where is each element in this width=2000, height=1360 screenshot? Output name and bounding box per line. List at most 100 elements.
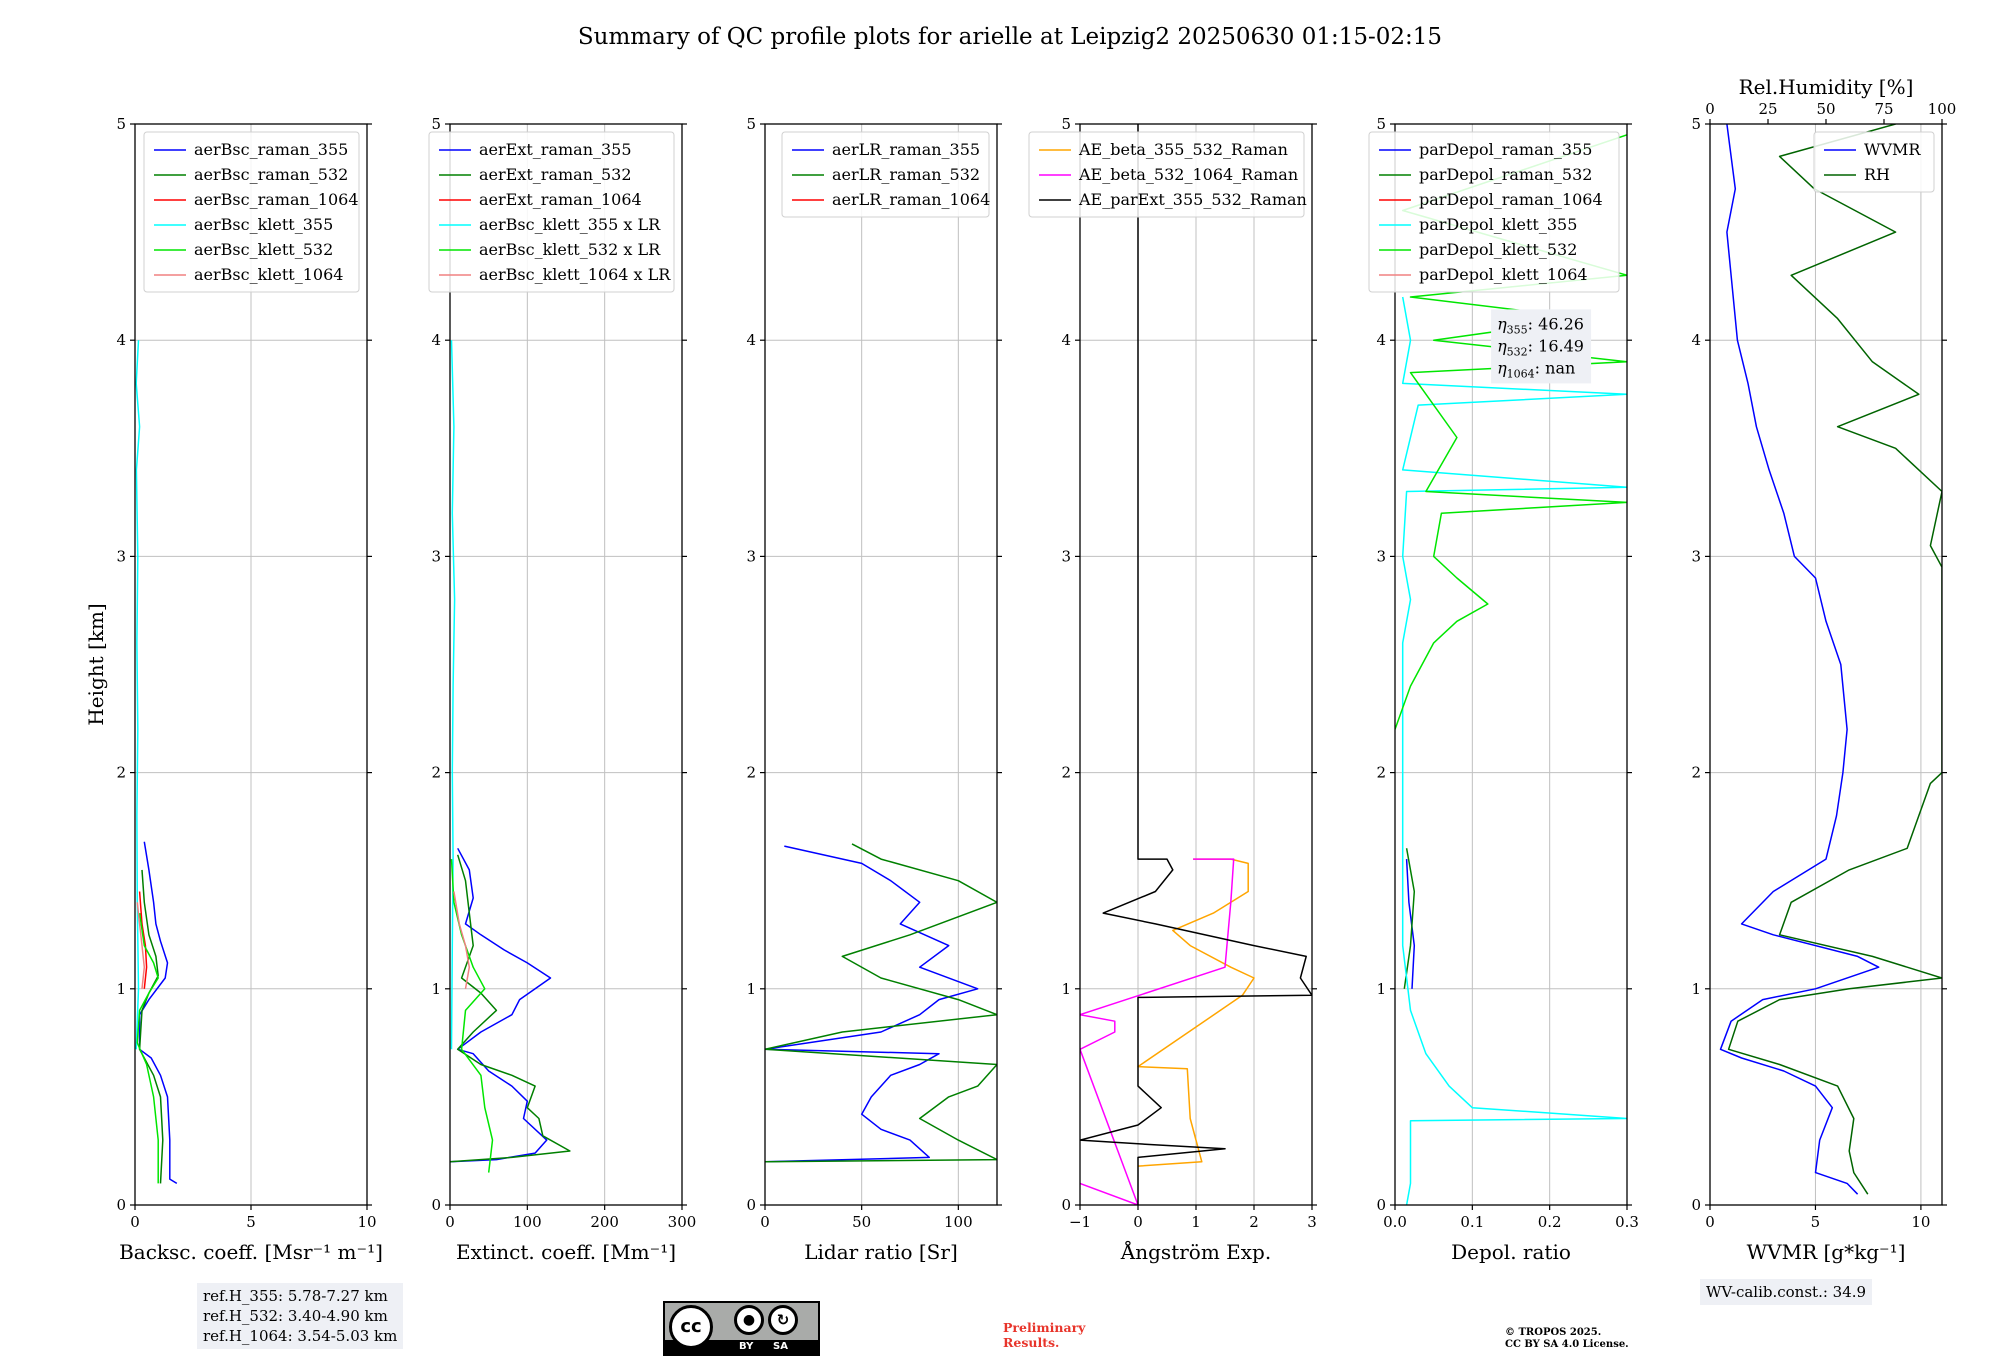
x-axis-label: Ångström Exp. — [1120, 1239, 1271, 1264]
x-tick-label: 5 — [246, 1213, 256, 1231]
legend-label: aerExt_raman_532 — [479, 165, 632, 184]
y-tick-label: 2 — [1061, 764, 1071, 782]
y-tick-label: 5 — [1376, 115, 1386, 133]
legend-label: aerBsc_raman_355 — [194, 140, 348, 159]
eta-annotation-box — [1491, 309, 1592, 384]
eta-subscript: 532 — [1507, 345, 1528, 358]
series-line — [765, 845, 979, 1163]
y-tick-label: 3 — [746, 547, 756, 565]
legend-label: RH — [1864, 165, 1890, 184]
series-line — [1719, 124, 1880, 1195]
x-tick-label: 10 — [357, 1213, 376, 1231]
preliminary-line-1: Preliminary — [1003, 1320, 1086, 1335]
cc-logo-icon: cc — [669, 1305, 713, 1349]
legend-label: aerLR_raman_355 — [832, 140, 980, 159]
series-line — [1403, 848, 1416, 989]
x-tick-label: 0.3 — [1615, 1213, 1639, 1231]
x-axis-label: Backsc. coeff. [Msr⁻¹ m⁻¹] — [119, 1240, 383, 1264]
y-tick-label: 0 — [1376, 1196, 1386, 1214]
x-tick-label: 10 — [1911, 1213, 1930, 1231]
eta-annotation-532: η532: 16.49 — [1497, 336, 1584, 358]
series-line — [450, 859, 494, 1173]
y-tick-label: 1 — [116, 980, 126, 998]
y-tick-label: 4 — [431, 331, 441, 349]
legend-label: aerBsc_klett_1064 x LR — [479, 265, 671, 284]
x-tick-label: 50 — [852, 1213, 871, 1231]
legend-box — [781, 131, 990, 218]
y-tick-label: 2 — [116, 764, 126, 782]
x-axis-label: Extinct. coeff. [Mm⁻¹] — [456, 1240, 676, 1264]
copyright-note: © TROPOS 2025. CC BY SA 4.0 License. — [1505, 1327, 1629, 1351]
legend-label: AE_beta_355_532_Raman — [1078, 140, 1288, 159]
eta-symbol: η — [1497, 358, 1507, 377]
top-tick-label: 100 — [1928, 100, 1957, 118]
y-tick-label: 1 — [1691, 980, 1701, 998]
y-tick-label: 2 — [746, 764, 756, 782]
x-tick-label: 100 — [944, 1213, 973, 1231]
top-tick-label: 75 — [1874, 100, 1893, 118]
legend-label: aerExt_raman_355 — [479, 140, 632, 159]
cc-by-label: BY — [739, 1341, 754, 1352]
x-tick-label: 3 — [1307, 1213, 1317, 1231]
legend-label: aerBsc_raman_1064 — [194, 190, 359, 209]
y-tick-label: 3 — [116, 547, 126, 565]
y-axis-label: Height [km] — [84, 603, 108, 725]
eta-value: : 46.26 — [1528, 314, 1584, 333]
y-tick-label: 0 — [746, 1196, 756, 1214]
legend-label: aerBsc_klett_1064 — [194, 265, 343, 284]
top-tick-label: 25 — [1758, 100, 1777, 118]
preliminary-line-2: Results. — [1003, 1335, 1060, 1350]
series-line — [450, 854, 571, 1163]
wv-calibration-box: WV-calib.const.: 34.9 — [1700, 1279, 1873, 1305]
legend-label: aerLR_raman_532 — [832, 165, 980, 184]
series-group — [450, 340, 571, 1173]
y-tick-label: 3 — [431, 547, 441, 565]
qc-profile-figure: Summary of QC profile plots for arielle … — [84, 24, 1956, 1264]
series-line — [1727, 124, 1942, 1195]
preliminary-results-note: Preliminary Results. — [1003, 1320, 1085, 1350]
y-tick-label: 4 — [116, 331, 126, 349]
eta-annotation-1064: η1064: nan — [1497, 358, 1575, 380]
series-line — [1401, 296, 1627, 1205]
x-tick-label: 0.0 — [1383, 1213, 1407, 1231]
series-line — [453, 891, 471, 989]
series-line — [1080, 858, 1235, 1205]
cc-sa-label: SA — [773, 1341, 788, 1352]
series-line — [138, 891, 148, 989]
plot-frame — [1394, 123, 1628, 1206]
legend-label: parDepol_klett_1064 — [1419, 265, 1588, 284]
x-axis-label: WVMR [g*kg⁻¹] — [1747, 1240, 1906, 1264]
cc-license-badge: cc ● ↻ BY SA — [663, 1301, 820, 1356]
y-tick-label: 3 — [1376, 547, 1386, 565]
legend-label: aerBsc_klett_532 — [194, 240, 333, 259]
plot-frame — [764, 123, 998, 1206]
series-group — [1395, 134, 1627, 1205]
series-line — [765, 843, 997, 1163]
y-tick-label: 4 — [1061, 331, 1071, 349]
eta-annotation-355: η355: 46.26 — [1497, 314, 1584, 336]
top-tick-label: 0 — [1705, 100, 1715, 118]
reference-height-box: ref.H_355: 5.78-7.27 km ref.H_532: 3.40-… — [197, 1283, 404, 1349]
copyright-line-2: CC BY SA 4.0 License. — [1505, 1339, 1629, 1350]
series-line — [450, 340, 456, 1050]
legend-label: parDepol_raman_1064 — [1419, 190, 1603, 209]
ref-height-355: ref.H_355: 5.78-7.27 km — [203, 1287, 388, 1305]
legend-label: parDepol_raman_355 — [1419, 140, 1592, 159]
x-tick-label: 300 — [668, 1213, 697, 1231]
series-group — [1719, 124, 1942, 1195]
series-line — [138, 869, 164, 1184]
legend-box — [143, 131, 360, 293]
share-alike-icon: ↻ — [768, 1305, 798, 1335]
y-tick-label: 1 — [431, 980, 441, 998]
panel-extinction: 0 100 200 300 0 1 2 3 4 5 Extinct. coeff. [Mm⁻¹] ae… — [428, 115, 697, 1264]
x-tick-label: 200 — [590, 1213, 619, 1231]
legend-label: parDepol_klett_355 — [1419, 215, 1577, 234]
y-tick-label: 1 — [1061, 980, 1071, 998]
legend-box — [428, 131, 675, 293]
legend-label: AE_beta_532_1064_Raman — [1078, 165, 1298, 184]
legend-box — [1813, 131, 1935, 193]
x-tick-label: 0.1 — [1460, 1213, 1484, 1231]
y-tick-label: 0 — [431, 1196, 441, 1214]
